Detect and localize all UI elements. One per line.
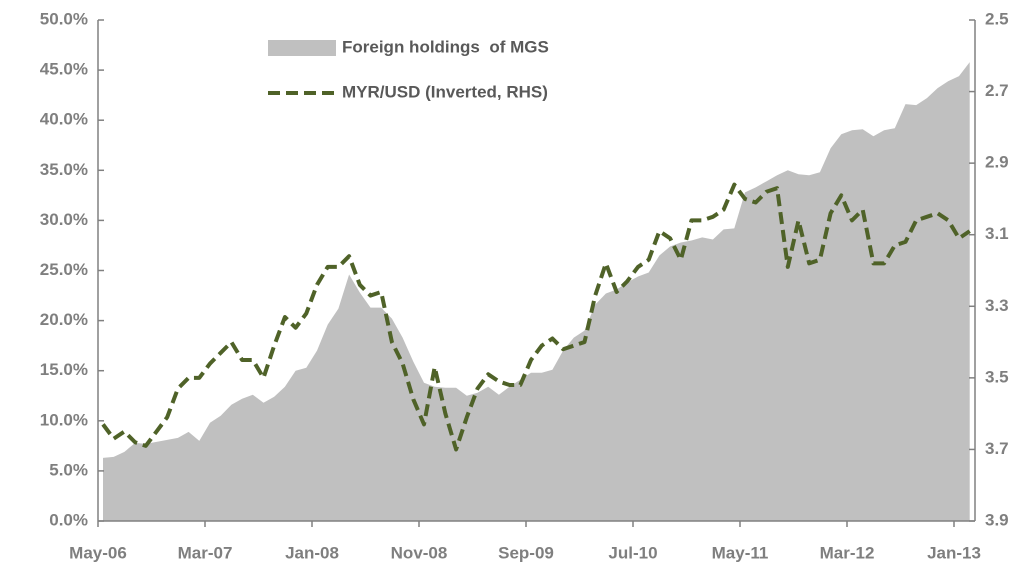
y-tick-label: 40.0% (40, 110, 88, 129)
y2-tick-label: 3.5 (985, 367, 1009, 386)
x-tick-label: Nov-08 (391, 543, 448, 562)
x-tick-label: Sep-09 (498, 543, 554, 562)
y-tick-label: 30.0% (40, 210, 88, 229)
y-tick-label: 0.0% (49, 510, 88, 529)
legend-swatch (268, 40, 336, 56)
line (101, 182, 971, 452)
x-tick-label: May-06 (69, 543, 127, 562)
y2-tick-label: 2.7 (985, 81, 1009, 100)
x-tick-label: May-11 (712, 543, 769, 562)
y-tick-label: 10.0% (40, 410, 88, 429)
legend-label: Foreign holdings of MGS (342, 37, 549, 56)
area (103, 62, 970, 522)
y2-tick-label: 3.3 (985, 296, 1009, 315)
x-tick-label: Jul-10 (608, 543, 657, 562)
legend-label: MYR/USD (Inverted, RHS) (342, 82, 548, 101)
y-tick-label: 15.0% (40, 360, 88, 379)
y-tick-label: 25.0% (40, 260, 88, 279)
y-tick-label: 50.0% (40, 9, 88, 28)
y2-tick-label: 2.9 (985, 153, 1009, 172)
y-tick-label: 5.0% (49, 460, 88, 479)
y2-tick-label: 3.9 (985, 510, 1009, 529)
y-tick-label: 45.0% (40, 60, 88, 79)
x-tick-label: Jan-13 (927, 543, 981, 562)
x-tick-label: Jan-08 (285, 543, 339, 562)
y2-tick-label: 2.5 (985, 9, 1009, 28)
y-tick-label: 20.0% (40, 310, 88, 329)
x-tick-label: Mar-07 (178, 543, 233, 562)
y-tick-label: 35.0% (40, 160, 88, 179)
y2-tick-label: 3.7 (985, 439, 1009, 458)
y2-tick-label: 3.1 (985, 224, 1009, 243)
x-tick-label: Mar-12 (820, 543, 875, 562)
